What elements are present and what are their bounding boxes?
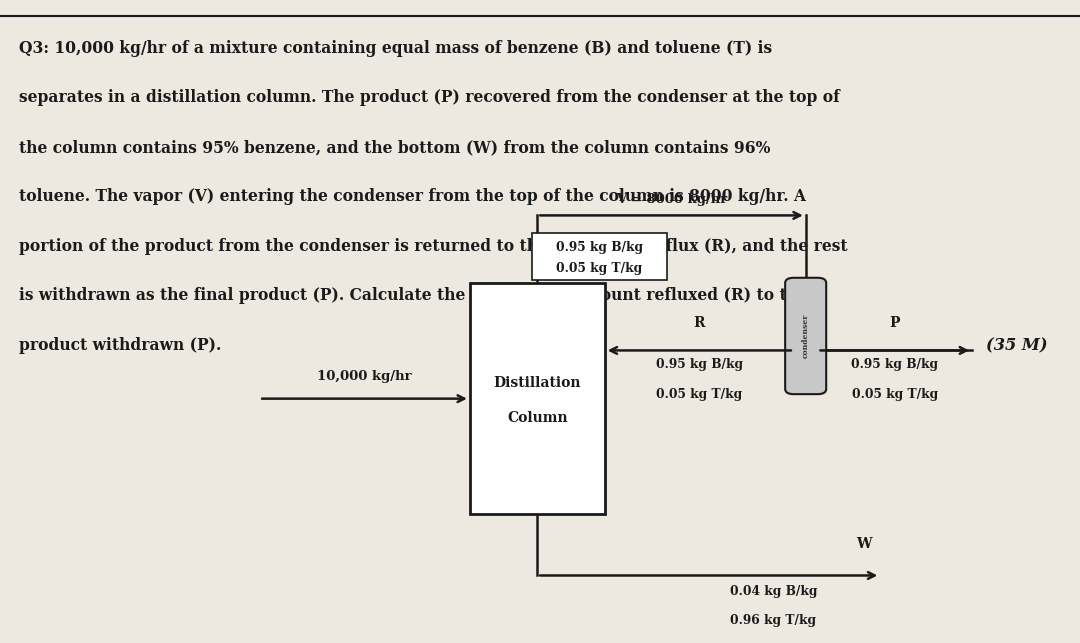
Text: 0.05 kg T/kg: 0.05 kg T/kg: [852, 388, 937, 401]
Text: Distillation: Distillation: [494, 376, 581, 390]
Text: W: W: [856, 537, 872, 551]
Text: 0.95 kg B/kg: 0.95 kg B/kg: [851, 358, 939, 371]
Text: 0.05 kg T/kg: 0.05 kg T/kg: [556, 262, 643, 275]
FancyBboxPatch shape: [785, 278, 826, 394]
FancyBboxPatch shape: [470, 283, 605, 514]
Text: 0.95 kg B/kg: 0.95 kg B/kg: [656, 358, 743, 371]
Text: 0.04 kg B/kg: 0.04 kg B/kg: [730, 585, 818, 598]
Text: Q3: 10,000 kg/hr of a mixture containing equal mass of benzene (B) and toluene (: Q3: 10,000 kg/hr of a mixture containing…: [19, 40, 772, 57]
Text: R: R: [693, 316, 705, 330]
Text: toluene. The vapor (V) entering the condenser from the top of the column is 8000: toluene. The vapor (V) entering the cond…: [19, 188, 807, 205]
Text: the column contains 95% benzene, and the bottom (W) from the column contains 96%: the column contains 95% benzene, and the…: [19, 139, 771, 156]
Text: 0.95 kg B/kg: 0.95 kg B/kg: [556, 240, 643, 254]
Text: is withdrawn as the final product (P). Calculate the ratio of the amount refluxe: is withdrawn as the final product (P). C…: [19, 287, 808, 304]
Text: product withdrawn (P).: product withdrawn (P).: [19, 337, 221, 354]
Text: P: P: [890, 316, 900, 330]
Text: 0.96 kg T/kg: 0.96 kg T/kg: [730, 614, 816, 627]
Text: Column: Column: [507, 411, 568, 425]
Text: condenser: condenser: [801, 314, 810, 358]
FancyBboxPatch shape: [531, 233, 667, 280]
Text: (35 M): (35 M): [986, 337, 1048, 354]
Text: separates in a distillation column. The product (P) recovered from the condenser: separates in a distillation column. The …: [19, 89, 840, 106]
Text: portion of the product from the condenser is returned to the column as reflux (R: portion of the product from the condense…: [19, 238, 848, 255]
Text: 0.05 kg T/kg: 0.05 kg T/kg: [657, 388, 742, 401]
Text: 10,000 kg/hr: 10,000 kg/hr: [318, 370, 411, 383]
Text: V = 8000 kg/hr: V = 8000 kg/hr: [616, 193, 727, 206]
